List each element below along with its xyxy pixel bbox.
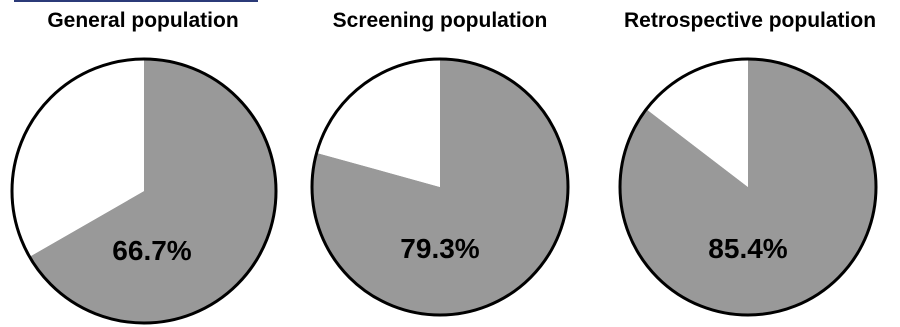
pie-outline-screening (310, 57, 570, 317)
pie-value-label-retrospective: 85.4% (708, 233, 787, 264)
pie-title-screening: Screening population (332, 9, 548, 32)
pie-screening (310, 57, 570, 317)
pie-slice-general-remainder (11, 59, 145, 257)
pie-slice-retrospective-remainder (646, 59, 748, 187)
pie-slice-retrospective-main (619, 59, 876, 316)
pie-value-label-general: 66.7% (112, 235, 191, 266)
pie-general (10, 57, 278, 325)
pie-retrospective (618, 57, 878, 317)
pie-value-label-screening: 79.3% (400, 233, 479, 264)
pie-slice-screening-remainder (316, 59, 440, 187)
pie-title-general: General population (47, 9, 239, 32)
pie-title-retrospective: Retrospective population (623, 9, 877, 32)
pie-outline-general (10, 57, 278, 325)
top-rule (14, 0, 258, 2)
pie-slice-general-main (29, 59, 276, 323)
pie-outline-retrospective (618, 57, 878, 317)
